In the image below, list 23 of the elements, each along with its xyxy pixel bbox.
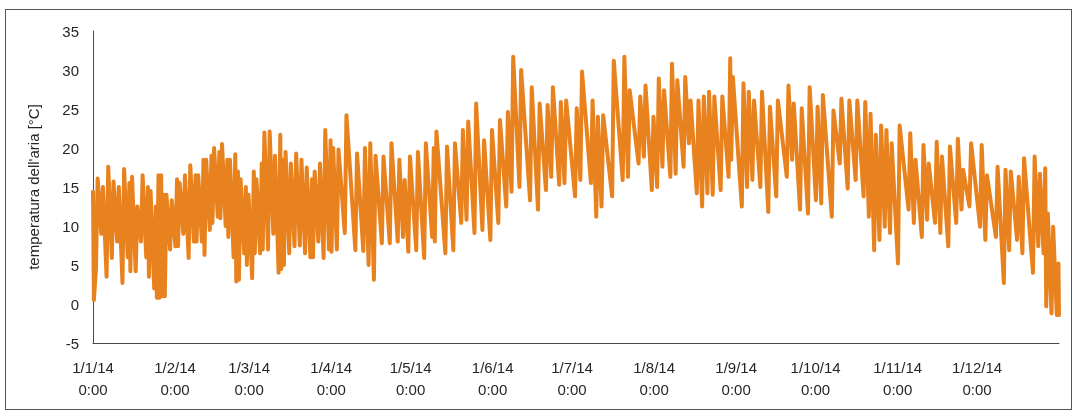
x-tick-label: 1/6/14 0:00 <box>471 358 514 398</box>
x-tick-label: 1/3/14 0:00 <box>228 358 271 398</box>
x-tick-label: 1/2/14 0:00 <box>154 358 196 398</box>
y-tick-label: 10 <box>62 217 79 235</box>
y-tick-label: 0 <box>70 295 79 313</box>
y-tick-label: 25 <box>62 100 79 118</box>
y-tick-label: 20 <box>62 139 79 157</box>
x-tick-label: 1/4/14 0:00 <box>310 358 353 398</box>
x-tick-label: 1/7/14 0:00 <box>551 358 593 398</box>
x-tick-label: 1/11/14 0:00 <box>873 358 923 398</box>
line-series <box>91 54 1061 317</box>
x-tick-label: 1/9/14 0:00 <box>715 358 758 398</box>
y-tick-label: 5 <box>70 256 79 274</box>
x-tick-label: 1/1/14 0:00 <box>72 358 114 398</box>
x-tick-label: 1/8/14 0:00 <box>633 358 675 398</box>
y-tick-label: -5 <box>65 334 79 352</box>
x-tick-label: 1/10/14 0:00 <box>790 358 841 398</box>
y-axis-title: temperatura dell'aria [°C] <box>25 104 42 270</box>
y-tick-label: 15 <box>62 178 79 196</box>
y-tick-label: 35 <box>62 22 79 40</box>
x-tick-label: 1/12/14 0:00 <box>952 358 1003 398</box>
x-tick-label: 1/5/14 0:00 <box>389 358 432 398</box>
y-tick-label: 30 <box>62 61 79 79</box>
